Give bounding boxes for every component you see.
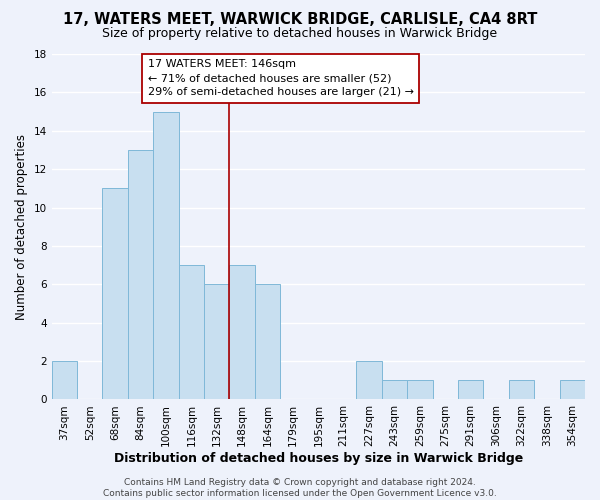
Bar: [407, 380, 433, 400]
Bar: [356, 361, 382, 400]
Bar: [255, 284, 280, 400]
Text: 17, WATERS MEET, WARWICK BRIDGE, CARLISLE, CA4 8RT: 17, WATERS MEET, WARWICK BRIDGE, CARLISL…: [63, 12, 537, 28]
Bar: [153, 112, 179, 400]
Text: Contains HM Land Registry data © Crown copyright and database right 2024.
Contai: Contains HM Land Registry data © Crown c…: [103, 478, 497, 498]
Bar: [204, 284, 229, 400]
Bar: [382, 380, 407, 400]
Bar: [52, 361, 77, 400]
Bar: [179, 265, 204, 400]
Bar: [229, 265, 255, 400]
Bar: [458, 380, 484, 400]
Bar: [509, 380, 534, 400]
X-axis label: Distribution of detached houses by size in Warwick Bridge: Distribution of detached houses by size …: [114, 452, 523, 465]
Y-axis label: Number of detached properties: Number of detached properties: [15, 134, 28, 320]
Bar: [103, 188, 128, 400]
Text: Size of property relative to detached houses in Warwick Bridge: Size of property relative to detached ho…: [103, 28, 497, 40]
Bar: [128, 150, 153, 400]
Bar: [560, 380, 585, 400]
Text: 17 WATERS MEET: 146sqm
← 71% of detached houses are smaller (52)
29% of semi-det: 17 WATERS MEET: 146sqm ← 71% of detached…: [148, 59, 413, 97]
